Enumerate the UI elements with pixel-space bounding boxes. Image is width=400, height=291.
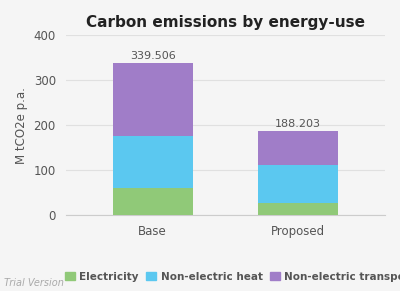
Text: Trial Version: Trial Version (4, 278, 64, 288)
Y-axis label: M tCO2e p.a.: M tCO2e p.a. (15, 87, 28, 164)
Legend: Electricity, Non-electric heat, Non-electric transport: Electricity, Non-electric heat, Non-elec… (60, 267, 400, 286)
Text: 339.506: 339.506 (130, 51, 176, 61)
Bar (258, 203, 338, 215)
Bar (113, 189, 192, 215)
Title: Carbon emissions by energy-use: Carbon emissions by energy-use (86, 15, 365, 30)
Text: 188.203: 188.203 (275, 119, 321, 129)
Bar (258, 166, 338, 203)
Bar (258, 131, 338, 166)
Bar (113, 63, 192, 136)
Bar (113, 136, 192, 189)
